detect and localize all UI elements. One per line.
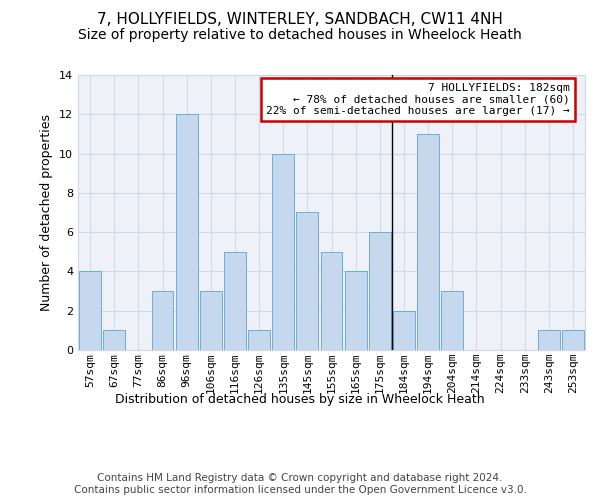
Bar	[152, 291, 173, 350]
Bar	[248, 330, 270, 350]
Bar	[103, 330, 125, 350]
Text: 7, HOLLYFIELDS, WINTERLEY, SANDBACH, CW11 4NH: 7, HOLLYFIELDS, WINTERLEY, SANDBACH, CW1…	[97, 12, 503, 28]
Bar	[200, 291, 221, 350]
Bar	[442, 291, 463, 350]
Text: Distribution of detached houses by size in Wheelock Heath: Distribution of detached houses by size …	[115, 392, 485, 406]
Bar	[224, 252, 246, 350]
Bar	[176, 114, 197, 350]
Bar	[393, 310, 415, 350]
Bar	[296, 212, 318, 350]
Text: Contains HM Land Registry data © Crown copyright and database right 2024.
Contai: Contains HM Land Registry data © Crown c…	[74, 474, 526, 495]
Bar	[538, 330, 560, 350]
Bar	[79, 272, 101, 350]
Bar	[369, 232, 391, 350]
Bar	[562, 330, 584, 350]
Bar	[320, 252, 343, 350]
Text: 7 HOLLYFIELDS: 182sqm
← 78% of detached houses are smaller (60)
22% of semi-deta: 7 HOLLYFIELDS: 182sqm ← 78% of detached …	[266, 83, 570, 116]
Bar	[345, 272, 367, 350]
Text: Size of property relative to detached houses in Wheelock Heath: Size of property relative to detached ho…	[78, 28, 522, 42]
Bar	[272, 154, 294, 350]
Y-axis label: Number of detached properties: Number of detached properties	[40, 114, 53, 311]
Bar	[417, 134, 439, 350]
